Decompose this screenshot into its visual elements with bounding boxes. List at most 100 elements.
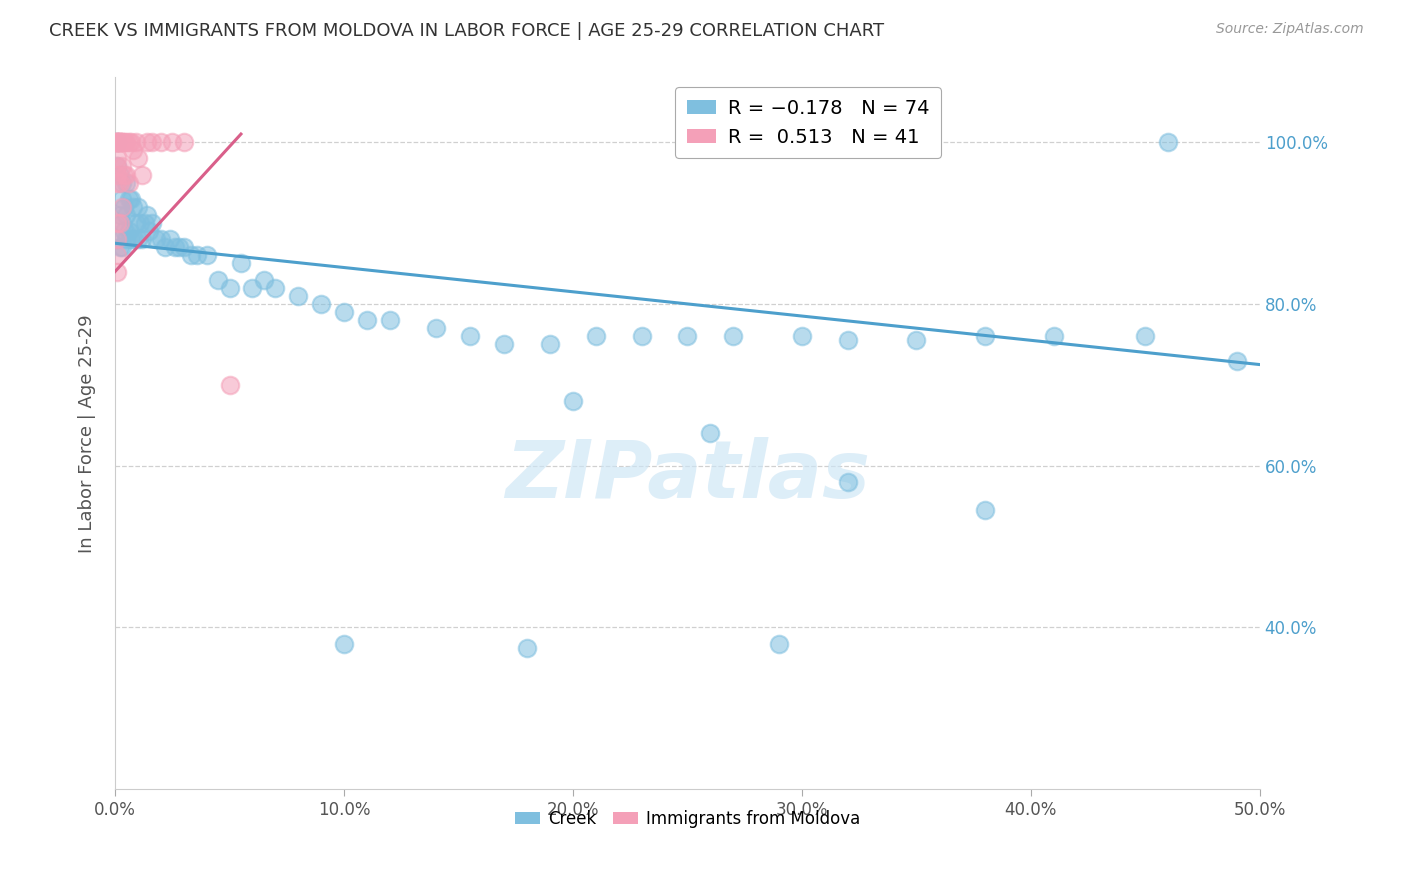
Point — [127, 232, 149, 246]
Point — [127, 200, 149, 214]
Point — [105, 135, 128, 149]
Point — [112, 200, 135, 214]
Point — [105, 135, 128, 149]
Point — [118, 224, 141, 238]
Point — [120, 192, 142, 206]
Point — [253, 273, 276, 287]
Point — [974, 503, 997, 517]
Point — [120, 135, 142, 149]
Point — [105, 176, 128, 190]
Point — [111, 135, 134, 149]
Point — [155, 240, 177, 254]
Point — [356, 313, 378, 327]
Point — [837, 475, 859, 489]
Point — [173, 240, 195, 254]
Point — [333, 637, 356, 651]
Point — [425, 321, 447, 335]
Point — [118, 135, 141, 149]
Point — [790, 329, 813, 343]
Point — [115, 208, 138, 222]
Point — [105, 216, 128, 230]
Point — [585, 329, 607, 343]
Point — [105, 160, 128, 174]
Point — [676, 329, 699, 343]
Point — [105, 151, 128, 165]
Point — [149, 135, 172, 149]
Point — [108, 135, 131, 149]
Point — [111, 240, 134, 254]
Point — [108, 240, 131, 254]
Point — [108, 135, 131, 149]
Point — [538, 337, 561, 351]
Point — [112, 135, 135, 149]
Point — [229, 256, 252, 270]
Point — [163, 240, 186, 254]
Point — [105, 135, 128, 149]
Point — [112, 224, 135, 238]
Point — [124, 216, 146, 230]
Point — [1042, 329, 1064, 343]
Point — [494, 337, 516, 351]
Point — [562, 394, 585, 409]
Point — [105, 160, 128, 174]
Point — [118, 192, 141, 206]
Point — [141, 216, 163, 230]
Point — [134, 216, 156, 230]
Point — [162, 135, 184, 149]
Point — [378, 313, 401, 327]
Point — [124, 135, 146, 149]
Y-axis label: In Labor Force | Age 25-29: In Labor Force | Age 25-29 — [79, 314, 96, 553]
Point — [136, 135, 159, 149]
Point — [768, 637, 790, 651]
Point — [207, 273, 229, 287]
Point — [111, 192, 134, 206]
Point — [108, 135, 131, 149]
Point — [108, 216, 131, 230]
Point — [630, 329, 652, 343]
Point — [149, 232, 172, 246]
Point — [287, 289, 309, 303]
Point — [111, 160, 134, 174]
Point — [105, 232, 128, 246]
Point — [122, 143, 145, 157]
Point — [115, 176, 138, 190]
Point — [309, 297, 332, 311]
Point — [180, 248, 202, 262]
Point — [837, 334, 859, 348]
Point — [115, 232, 138, 246]
Text: ZIPatlas: ZIPatlas — [505, 437, 870, 515]
Point — [186, 248, 208, 262]
Point — [111, 176, 134, 190]
Point — [974, 329, 997, 343]
Point — [159, 232, 181, 246]
Point — [108, 208, 131, 222]
Point — [145, 232, 167, 246]
Point — [115, 168, 138, 182]
Point — [195, 248, 218, 262]
Point — [242, 281, 264, 295]
Point — [111, 135, 134, 149]
Point — [138, 224, 160, 238]
Point — [111, 216, 134, 230]
Point — [131, 232, 153, 246]
Point — [108, 168, 131, 182]
Point — [105, 135, 128, 149]
Point — [111, 200, 134, 214]
Point — [105, 135, 128, 149]
Point — [173, 135, 195, 149]
Point — [122, 200, 145, 214]
Point — [1157, 135, 1180, 149]
Point — [122, 232, 145, 246]
Text: Source: ZipAtlas.com: Source: ZipAtlas.com — [1216, 22, 1364, 37]
Point — [699, 426, 721, 441]
Point — [905, 334, 928, 348]
Point — [105, 168, 128, 182]
Point — [516, 640, 538, 655]
Point — [218, 281, 240, 295]
Point — [105, 248, 128, 262]
Point — [458, 329, 481, 343]
Point — [112, 168, 135, 182]
Point — [120, 232, 142, 246]
Point — [118, 176, 141, 190]
Point — [105, 232, 128, 246]
